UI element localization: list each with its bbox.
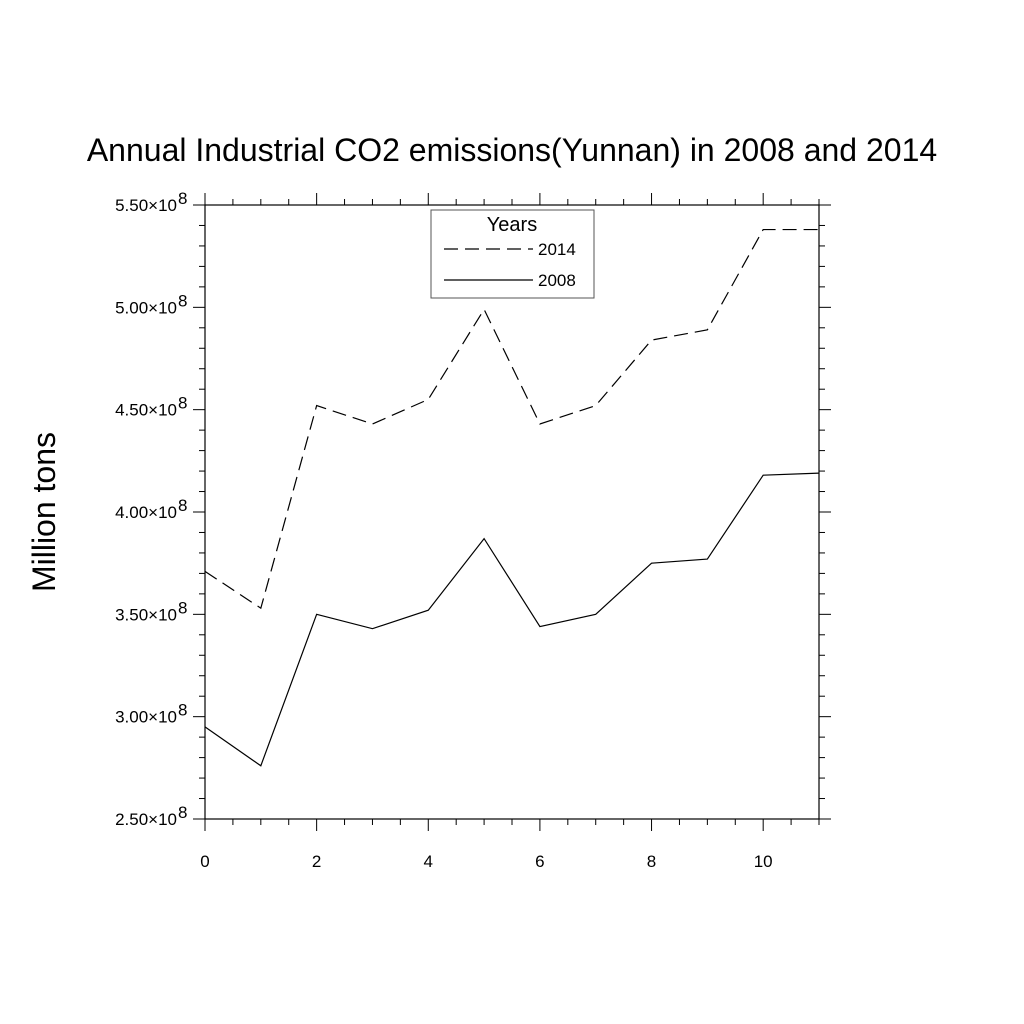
x-tick-label: 2 (312, 852, 321, 871)
y-tick-label: 3.00×10 (115, 708, 177, 727)
legend-box (430, 209, 595, 299)
legend-label-2014: 2014 (538, 240, 576, 259)
axis-ticks: 2.50×10 83.00×10 83.50×10 84.00×10 84.50×10 8… (115, 189, 831, 871)
series-line-2008 (204, 472, 820, 767)
legend: Years 2014 2008 (430, 209, 595, 299)
y-tick-label: 3.50×10 (115, 605, 177, 624)
y-tick-exponent: 8 (178, 291, 187, 310)
y-tick-exponent: 8 (178, 701, 187, 720)
x-tick-label: 0 (200, 852, 209, 871)
x-tick-label: 8 (647, 852, 656, 871)
y-tick-label: 5.50×10 (115, 196, 177, 215)
y-tick-label: 4.50×10 (115, 401, 177, 420)
legend-title: Years (487, 214, 537, 236)
y-tick-exponent: 8 (178, 189, 187, 208)
legend-label-2008: 2008 (538, 271, 576, 290)
series-line-2014 (204, 228, 819, 610)
y-tick-label: 2.50×10 (115, 810, 177, 829)
y-tick-label: 5.00×10 (115, 298, 177, 317)
y-axis-label: Million tons (26, 432, 62, 592)
y-tick-exponent: 8 (178, 394, 187, 413)
x-tick-label: 10 (754, 852, 773, 871)
x-tick-label: 6 (535, 852, 544, 871)
x-tick-label: 4 (424, 852, 433, 871)
y-tick-exponent: 8 (178, 496, 187, 515)
y-tick-label: 4.00×10 (115, 503, 177, 522)
y-tick-exponent: 8 (178, 803, 187, 822)
chart-title: Annual Industrial CO2 emissions(Yunnan) … (87, 132, 937, 168)
series-layer (204, 228, 820, 767)
y-tick-exponent: 8 (178, 598, 187, 617)
